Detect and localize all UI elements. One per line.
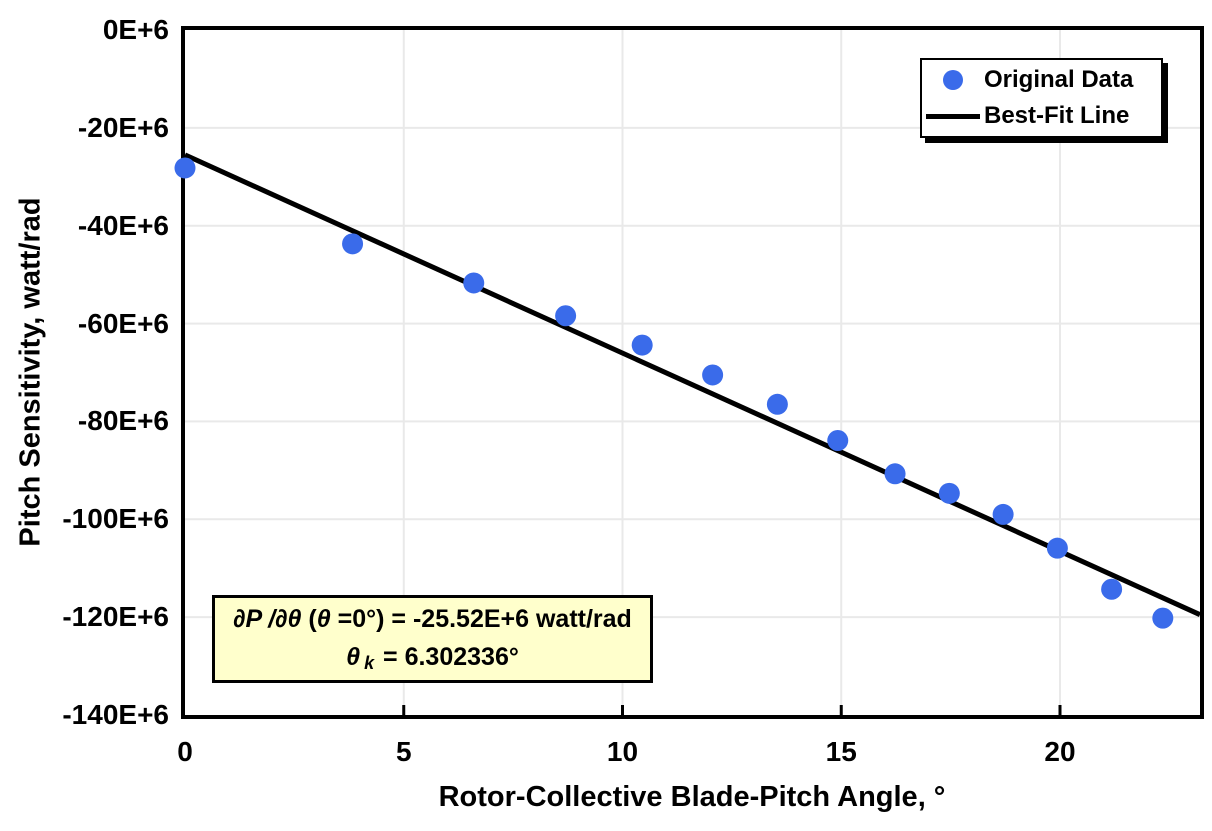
y-tick-label: -100E+6 — [62, 503, 169, 535]
data-point — [992, 503, 1014, 525]
y-axis-title: Pitch Sensitivity, watt/rad — [14, 197, 47, 547]
y-tick-label: -60E+6 — [77, 307, 169, 339]
legend-marker-cell — [922, 69, 984, 90]
y-tick-label: -40E+6 — [77, 209, 169, 241]
data-point — [1046, 537, 1068, 559]
data-point — [463, 272, 485, 294]
data-point — [702, 364, 724, 386]
x-tick-label: 5 — [395, 736, 412, 767]
data-point — [555, 305, 577, 327]
data-point — [938, 482, 960, 504]
legend-label: Original Data — [984, 65, 1134, 93]
y-tick-label: -20E+6 — [77, 111, 169, 143]
x-tick-label: 15 — [825, 736, 857, 767]
legend-label: Best-Fit Line — [984, 102, 1130, 130]
x-tick-label: 0 — [177, 736, 193, 767]
data-point — [1101, 578, 1123, 600]
legend: Original Data Best-Fit Line — [920, 58, 1163, 138]
annotation-text-segment: =0°) = -25.52E+6 watt/rad — [330, 605, 632, 633]
y-tick-label: -140E+6 — [62, 699, 169, 730]
scatter-marker-icon — [943, 69, 963, 90]
data-point — [631, 334, 653, 356]
data-point — [174, 157, 196, 179]
annotation-line-1: ∂P /∂θ (θ =0°) = -25.52E+6 watt/rad — [233, 600, 632, 638]
best-fit-line — [183, 152, 1202, 617]
x-axis-title: Rotor-Collective Blade-Pitch Angle, ° — [438, 781, 946, 813]
y-tick-label: -120E+6 — [62, 601, 169, 633]
x-tick-label: 20 — [1044, 736, 1076, 767]
annotation-text-segment: = 6.302336° — [376, 643, 519, 671]
legend-marker-cell — [922, 113, 984, 119]
data-point — [827, 430, 849, 452]
data-point — [342, 233, 364, 255]
data-point — [766, 393, 788, 415]
y-tick-label: 0E+6 — [102, 14, 169, 45]
annotation-math-segment: θ — [346, 643, 361, 671]
y-tick-label: -80E+6 — [77, 405, 169, 437]
line-marker-icon — [926, 113, 980, 119]
data-point — [1152, 607, 1174, 629]
legend-item-best-fit-line: Best-Fit Line — [922, 99, 1161, 133]
legend-item-original-data: Original Data — [922, 63, 1161, 97]
x-tick-label: 10 — [606, 736, 639, 767]
annotation-math-segment: θ — [316, 605, 331, 633]
annotation-text-segment: ( — [301, 605, 317, 633]
annotation-math-segment: ∂P /∂θ — [233, 605, 302, 633]
annotation-subscript: k — [364, 652, 375, 673]
data-point — [884, 463, 906, 485]
